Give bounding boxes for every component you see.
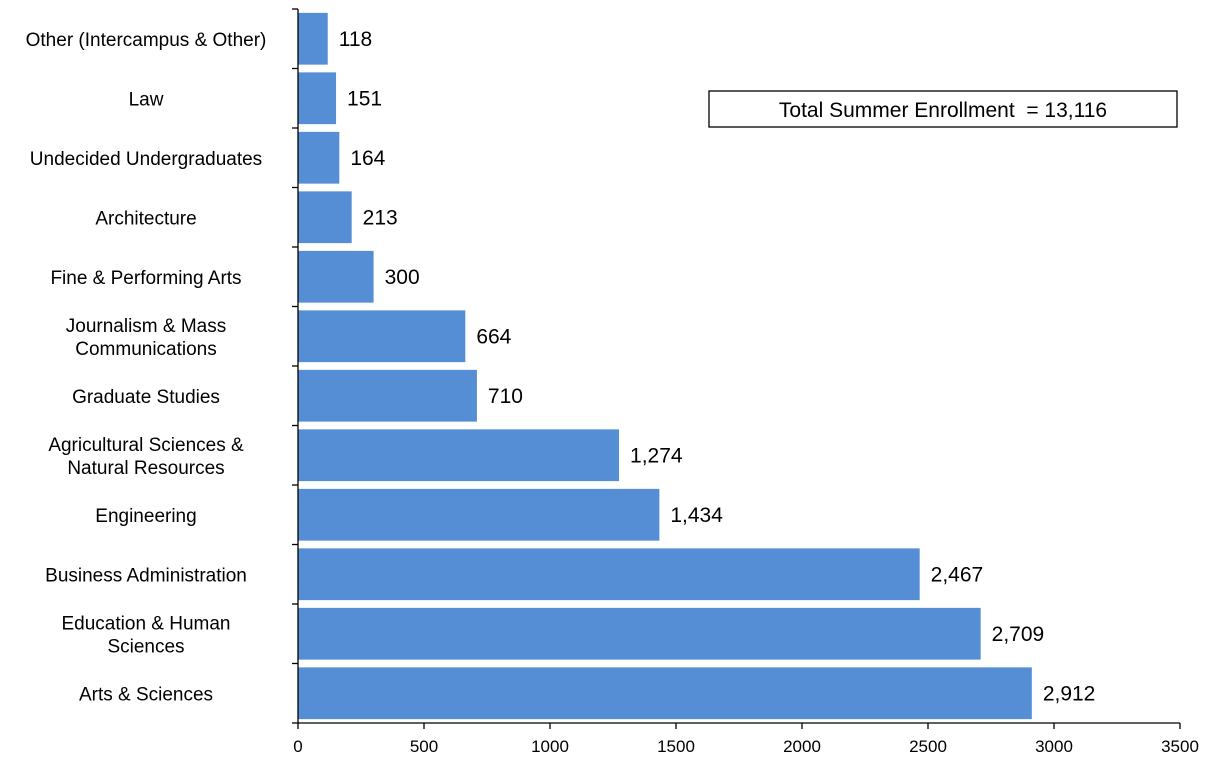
value-label-graduate-studies: 710 xyxy=(488,385,523,408)
category-label-other-intercampus-and-other: Other (Intercampus & Other) xyxy=(26,30,267,51)
x-tick-label-1000: 1000 xyxy=(531,737,569,756)
category-label-business-administration: Business Administration xyxy=(45,565,247,586)
category-label-agricultural-sciences-and-natural-resources: Agricultural Sciences & Natural Resources xyxy=(48,435,244,479)
value-label-agricultural-sciences-and-natural-resources: 1,274 xyxy=(630,444,683,467)
category-label-journalism-and-mass-communications: Journalism & Mass Communications xyxy=(66,316,227,360)
category-label-undecided-undergraduates: Undecided Undergraduates xyxy=(30,149,262,170)
bar-other-intercampus-and-other xyxy=(298,12,328,65)
value-label-undecided-undergraduates: 164 xyxy=(350,147,385,170)
bar-undecided-undergraduates xyxy=(298,131,340,184)
value-label-law: 151 xyxy=(347,87,382,110)
bar-journalism-and-mass-communications xyxy=(298,310,466,363)
value-label-arts-and-sciences: 2,912 xyxy=(1043,682,1096,705)
category-label-arts-and-sciences: Arts & Sciences xyxy=(79,684,213,705)
x-tick-label-3500: 3500 xyxy=(1161,737,1199,756)
total-enrollment-annotation: Total Summer Enrollment = 13,116 xyxy=(708,90,1178,128)
value-label-journalism-and-mass-communications: 664 xyxy=(476,325,511,348)
category-label-graduate-studies: Graduate Studies xyxy=(72,387,220,408)
category-label-education-and-human-sciences: Education & Human Sciences xyxy=(62,613,231,657)
labels-layer: 118 Other (Intercampus & Other) 151 Law 164 U… xyxy=(26,28,1199,756)
bar-fine-and-performing-arts xyxy=(298,250,374,303)
x-tick-label-2000: 2000 xyxy=(783,737,821,756)
total-enrollment-text: Total Summer Enrollment = 13,116 xyxy=(779,99,1107,122)
x-tick-label-0: 0 xyxy=(293,737,302,756)
bar-business-administration xyxy=(298,548,920,601)
category-label-architecture: Architecture xyxy=(95,208,196,229)
x-tick-label-500: 500 xyxy=(410,737,438,756)
value-label-engineering: 1,434 xyxy=(670,504,723,527)
bar-agricultural-sciences-and-natural-resources xyxy=(298,429,620,482)
bar-architecture xyxy=(298,191,352,244)
x-tick-label-3000: 3000 xyxy=(1035,737,1073,756)
bar-arts-and-sciences xyxy=(298,667,1032,720)
x-tick-label-2500: 2500 xyxy=(909,737,947,756)
value-label-education-and-human-sciences: 2,709 xyxy=(992,623,1045,646)
bar-education-and-human-sciences xyxy=(298,607,981,660)
value-label-architecture: 213 xyxy=(363,206,398,229)
x-tick-label-1500: 1500 xyxy=(657,737,695,756)
value-label-fine-and-performing-arts: 300 xyxy=(385,266,420,289)
value-label-business-administration: 2,467 xyxy=(931,563,984,586)
annotation-box xyxy=(708,90,1178,128)
category-label-engineering: Engineering xyxy=(95,506,196,527)
bar-engineering xyxy=(298,488,660,541)
category-label-fine-and-performing-arts: Fine & Performing Arts xyxy=(50,268,241,289)
bar-law xyxy=(298,72,337,125)
bar-graduate-studies xyxy=(298,369,477,422)
value-label-other-intercampus-and-other: 118 xyxy=(339,28,372,51)
category-label-law: Law xyxy=(129,89,164,110)
axes-layer xyxy=(292,8,1181,729)
bars-layer xyxy=(298,12,1032,720)
